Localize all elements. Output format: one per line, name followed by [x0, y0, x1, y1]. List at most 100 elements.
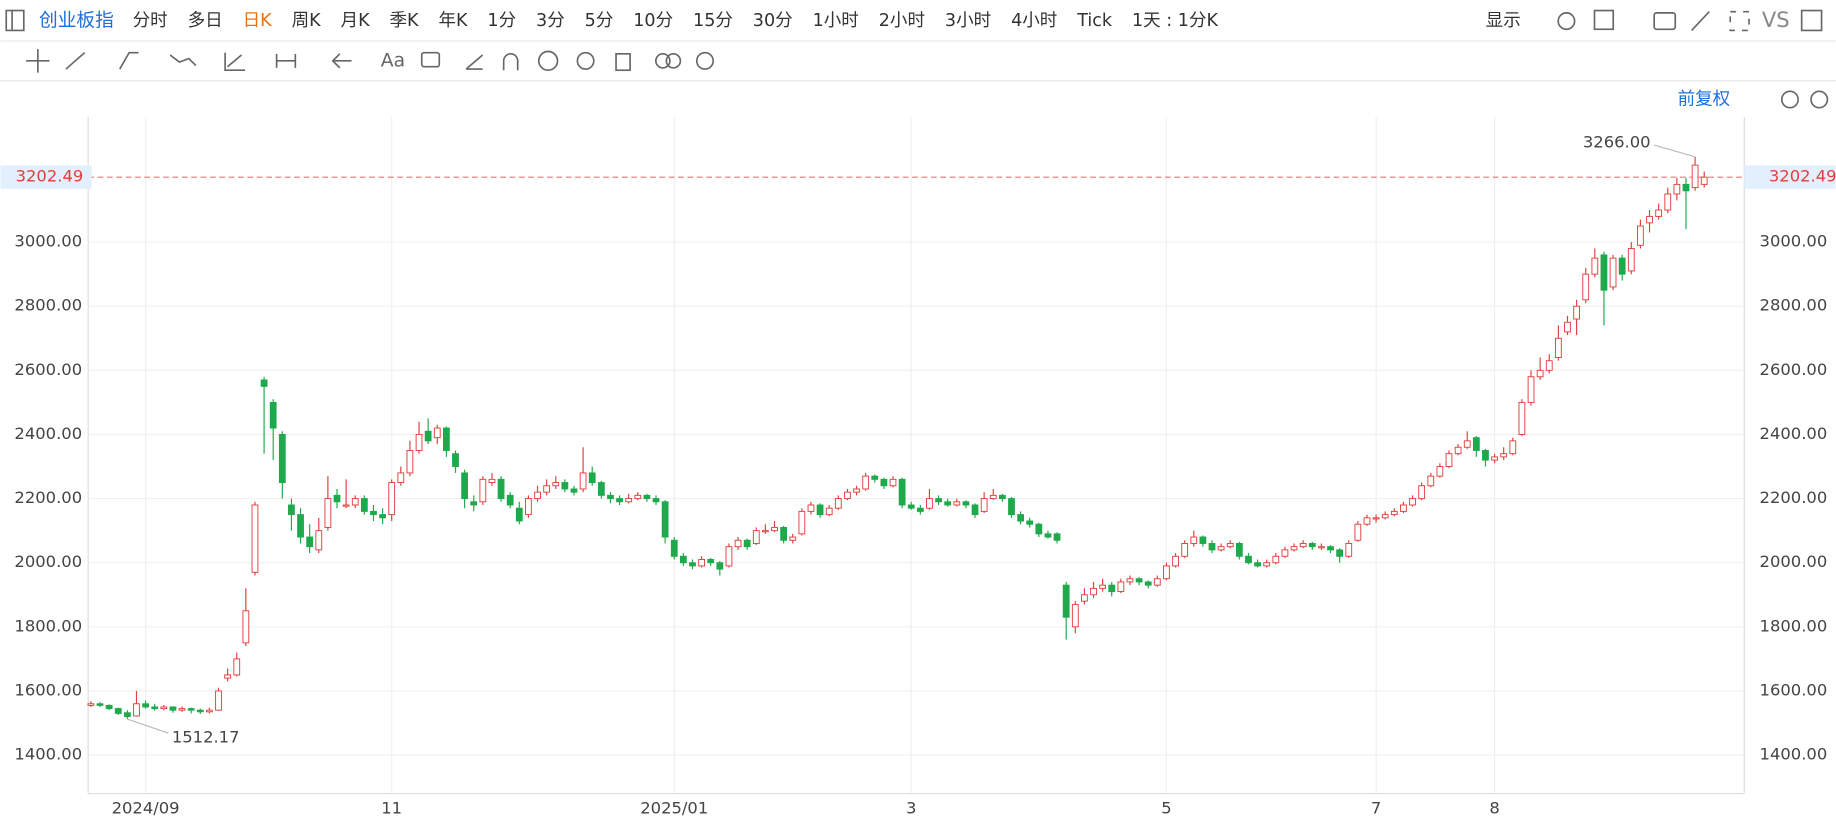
candle-body: [1117, 581, 1125, 593]
settings-icon[interactable]: [1557, 12, 1576, 31]
candle-body: [151, 706, 159, 710]
y2-tick-label: 1400.00: [1760, 745, 1828, 764]
period-button[interactable]: Tick: [1076, 11, 1113, 31]
candle-body: [1163, 565, 1170, 580]
period-button[interactable]: 2小时: [879, 11, 925, 31]
eye-tool[interactable]: [576, 51, 595, 70]
candle-body: [1044, 533, 1052, 538]
zoom-out[interactable]: [1780, 90, 1799, 109]
period-button[interactable]: 日K: [243, 11, 273, 31]
note-tool[interactable]: [420, 51, 441, 68]
magnet-tool[interactable]: [502, 53, 519, 71]
y-tick-label: 2400.00: [14, 424, 82, 443]
period-button[interactable]: 1分: [487, 11, 516, 31]
candle-body: [1254, 562, 1261, 567]
y-tick-label: 1800.00: [14, 616, 82, 635]
period-button[interactable]: 周K: [292, 11, 322, 31]
candle-body: [1500, 453, 1508, 458]
period-button[interactable]: 1小时: [813, 11, 859, 31]
fib-tool[interactable]: [224, 52, 246, 72]
candle-body: [1172, 555, 1179, 567]
symbol-title[interactable]: 创业板指: [39, 11, 114, 32]
candle-body: [506, 494, 514, 506]
candle-body: [1427, 475, 1435, 487]
fullscreen-icon[interactable]: [1729, 10, 1750, 32]
text-tool[interactable]: Aa: [381, 50, 405, 71]
y2-tick-label: 3000.00: [1760, 232, 1828, 251]
period-button[interactable]: 10分: [633, 11, 673, 31]
candle-body: [224, 674, 232, 679]
candle-body: [1700, 176, 1708, 185]
candle-body: [698, 559, 705, 567]
candle-body: [652, 498, 660, 503]
candle-body: [1017, 514, 1025, 522]
candle-body: [1144, 581, 1152, 586]
y2-tick-label: 2400.00: [1760, 424, 1828, 443]
period-button[interactable]: 3小时: [945, 11, 991, 31]
candle-body: [1272, 555, 1280, 564]
candle-body: [971, 504, 979, 516]
y2-tick-label: 1600.00: [1760, 680, 1828, 699]
lock-tool[interactable]: [537, 50, 559, 72]
candle-body: [661, 501, 669, 538]
layout-icon[interactable]: [1593, 9, 1615, 31]
candle-body: [707, 559, 715, 564]
candle-body: [1600, 254, 1608, 291]
wave-tool[interactable]: [169, 54, 197, 67]
period-button[interactable]: 多日: [188, 11, 223, 31]
period-button[interactable]: 分时: [133, 11, 168, 31]
candle-body: [315, 530, 323, 551]
candle-body: [880, 478, 888, 487]
period-bar: 创业板指 分时 多日 日K 周K 月K 季K 年K 1分 3分 5分 10分 15分 30分 1小时 2小时 3…: [39, 11, 1218, 32]
period-button[interactable]: 1天 : 1分K: [1132, 11, 1218, 31]
candle-body: [1682, 183, 1690, 192]
period-button[interactable]: 30分: [753, 11, 793, 31]
candle-body: [926, 498, 933, 509]
sidebar-icon[interactable]: [5, 9, 25, 32]
period-button[interactable]: 4小时: [1011, 11, 1057, 31]
candle-body: [187, 708, 195, 711]
pen-icon[interactable]: [1691, 11, 1710, 31]
candle-body: [105, 704, 113, 710]
candle-body: [260, 379, 268, 387]
line-tool[interactable]: [65, 52, 86, 70]
compare-button[interactable]: VS: [1762, 7, 1790, 32]
period-button[interactable]: 年K: [438, 11, 468, 31]
zoom-in[interactable]: [1810, 90, 1829, 109]
candle-body: [342, 504, 350, 507]
panel-icon[interactable]: [1800, 9, 1823, 32]
candle-body: [980, 498, 988, 512]
tool-settings[interactable]: [695, 51, 714, 70]
candle-body: [1445, 453, 1453, 467]
candle-body: [597, 482, 605, 496]
candle-body: [169, 706, 177, 711]
period-button[interactable]: 季K: [390, 11, 420, 31]
candle-body: [424, 430, 432, 442]
period-button[interactable]: 15分: [693, 11, 733, 31]
measure-tool[interactable]: [275, 53, 297, 68]
candle-body: [1226, 542, 1234, 548]
candle-body: [406, 450, 414, 474]
price-tag: [0, 165, 92, 189]
candle-body: [935, 498, 942, 503]
link-tool[interactable]: [655, 53, 671, 69]
trash-tool[interactable]: [615, 53, 631, 72]
candle-body: [1418, 485, 1426, 500]
candle-body: [789, 536, 797, 541]
adjust-button[interactable]: 前复权: [1678, 89, 1731, 109]
candle-body: [1637, 225, 1644, 246]
candle-body: [452, 453, 459, 467]
camera-icon[interactable]: [1653, 12, 1677, 31]
period-button[interactable]: 3分: [536, 11, 565, 31]
move-tool[interactable]: [26, 49, 50, 73]
shape-tool[interactable]: [119, 51, 139, 70]
period-button[interactable]: 月K: [341, 11, 371, 31]
candle-body: [853, 488, 860, 493]
period-button[interactable]: 5分: [585, 11, 614, 31]
arrow-tool[interactable]: [331, 53, 352, 69]
angle-tool[interactable]: [465, 54, 484, 70]
candle-body: [123, 712, 131, 718]
candle-body: [1108, 584, 1116, 593]
display-menu[interactable]: 显示: [1486, 11, 1521, 31]
candle-body: [1235, 542, 1243, 557]
